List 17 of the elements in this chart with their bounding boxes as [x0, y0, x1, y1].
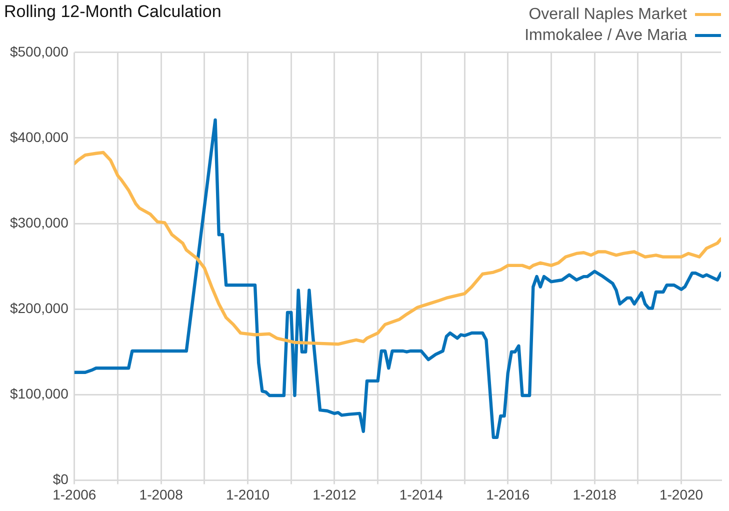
y-tick-label: $0	[52, 471, 69, 488]
legend-label: Immokalee / Ave Maria	[524, 27, 687, 44]
y-tick-label: $500,000	[10, 43, 69, 60]
x-tick-label: 1-2008	[139, 486, 184, 502]
y-tick-label: $200,000	[10, 300, 69, 316]
x-tick-label: 1-2006	[52, 486, 96, 502]
legend-label: Overall Naples Market	[528, 6, 687, 23]
x-tick-label: 1-2012	[312, 486, 356, 502]
x-tick-label: 1-2016	[486, 486, 530, 502]
y-tick-label: $300,000	[10, 214, 69, 230]
x-tick-label: 1-2010	[226, 486, 270, 502]
x-tick-label: 1-2020	[659, 486, 704, 502]
y-tick-label: $100,000	[10, 386, 69, 402]
chart-title: Rolling 12-Month Calculation	[4, 2, 222, 21]
x-tick-label: 1-2018	[572, 486, 617, 502]
y-tick-label: $400,000	[10, 128, 69, 145]
x-tick-label: 1-2014	[399, 486, 444, 502]
